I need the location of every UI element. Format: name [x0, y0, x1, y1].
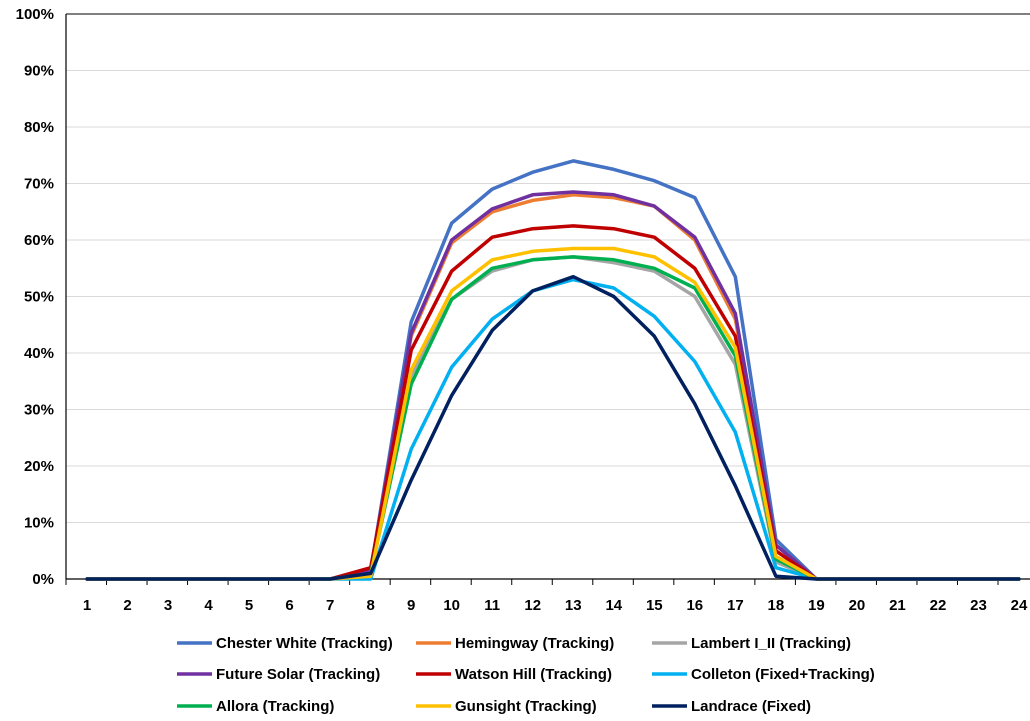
x-tick-label: 10 — [443, 597, 460, 614]
series-line-5 — [85, 224, 1021, 581]
x-tick-label: 1 — [83, 597, 91, 614]
x-tick-labels: 1 2 3 4 5 6 7 8 9 10 11 12 13 14 15 16 17 18 19 20 21 22 23 24 — [83, 597, 1028, 614]
legend-label: Watson Hill (Tracking) — [455, 666, 612, 683]
legend-label: Future Solar (Tracking) — [216, 666, 380, 683]
x-tick-label: 24 — [1011, 597, 1028, 614]
y-tick-label: 80% — [24, 119, 54, 136]
x-tick-label: 11 — [484, 597, 500, 614]
x-tick-label: 20 — [849, 597, 866, 614]
y-tick-label: 60% — [24, 232, 54, 249]
x-tick-label: 6 — [285, 597, 293, 614]
x-tick-label: 18 — [768, 597, 785, 614]
x-tick-label: 5 — [245, 597, 253, 614]
x-tick-label: 21 — [889, 597, 906, 614]
legend-entry: Chester White (Tracking) — [177, 635, 393, 652]
legend-label: Chester White (Tracking) — [216, 635, 393, 652]
y-tick-label: 90% — [24, 63, 54, 80]
legend-entry: Lambert I_II (Tracking) — [652, 635, 851, 652]
x-tick-label: 23 — [970, 597, 987, 614]
x-tick-label: 8 — [366, 597, 374, 614]
series-line-3 — [85, 255, 1021, 581]
x-tick-label: 15 — [646, 597, 663, 614]
legend-entry: Hemingway (Tracking) — [416, 635, 614, 652]
y-tick-label: 40% — [24, 345, 54, 362]
legend-label: Colleton (Fixed+Tracking) — [691, 666, 875, 683]
x-tick-label: 4 — [204, 597, 213, 614]
series-line-2 — [85, 193, 1021, 581]
x-tick-label: 17 — [727, 597, 744, 614]
series-lines — [85, 159, 1021, 581]
y-tick-label: 100% — [16, 6, 54, 23]
legend-entry: Gunsight (Tracking) — [416, 698, 597, 715]
series-line-1 — [85, 159, 1021, 581]
y-tick-label: 20% — [24, 458, 54, 475]
legend-entry: Landrace (Fixed) — [652, 698, 811, 715]
y-tick-label: 50% — [24, 289, 54, 306]
gridlines — [66, 13, 1030, 523]
y-tick-label: 0% — [32, 571, 54, 588]
y-tick-label: 70% — [24, 176, 54, 193]
y-tick-label: 10% — [24, 515, 54, 532]
x-tick-label: 7 — [326, 597, 334, 614]
legend-entry: Allora (Tracking) — [177, 698, 334, 715]
legend-entry: Future Solar (Tracking) — [177, 666, 380, 683]
y-tick-labels: 0% 10% 20% 30% 40% 50% 60% 70% 80% 90% 100% — [16, 6, 54, 588]
legend-label: Hemingway (Tracking) — [455, 635, 614, 652]
x-tick-label: 19 — [808, 597, 825, 614]
y-tick-label: 30% — [24, 402, 54, 419]
legend-label: Landrace (Fixed) — [691, 698, 811, 715]
series-line-6 — [85, 277, 1021, 581]
legend-entry: Colleton (Fixed+Tracking) — [652, 666, 875, 683]
legend-label: Lambert I_II (Tracking) — [691, 635, 851, 652]
series-line-7 — [85, 255, 1021, 581]
x-tick-label: 3 — [164, 597, 172, 614]
series-line-9 — [85, 274, 1021, 581]
x-tick-label: 2 — [123, 597, 131, 614]
legend-entry: Watson Hill (Tracking) — [416, 666, 612, 683]
legend-label: Allora (Tracking) — [216, 698, 334, 715]
x-tick-label: 14 — [605, 597, 622, 614]
legend-label: Gunsight (Tracking) — [455, 698, 597, 715]
x-tick-label: 16 — [686, 597, 703, 614]
series-line-8 — [85, 246, 1021, 581]
legend: Chester White (Tracking) Hemingway (Track… — [177, 635, 875, 715]
x-tick-label: 12 — [524, 597, 541, 614]
axes — [65, 13, 1030, 585]
x-tick-label: 9 — [407, 597, 415, 614]
x-tick-label: 13 — [565, 597, 582, 614]
x-tick-label: 22 — [930, 597, 947, 614]
